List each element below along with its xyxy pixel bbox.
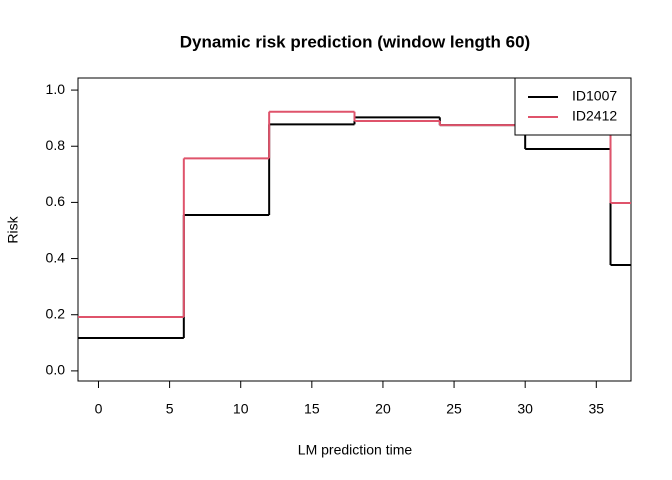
x-tick-label: 5 [166, 401, 174, 417]
y-tick-label: 0.6 [46, 193, 66, 209]
legend-box [514, 77, 632, 136]
x-tick-label: 15 [304, 401, 320, 417]
x-tick-label: 20 [375, 401, 391, 417]
x-tick-label: 35 [589, 401, 605, 417]
x-tick-label: 25 [446, 401, 462, 417]
y-tick-label: 0.2 [46, 305, 66, 321]
y-tick-label: 0.8 [46, 137, 66, 153]
chart-title: Dynamic risk prediction (window length 6… [180, 32, 530, 51]
x-tick-label: 10 [233, 401, 249, 417]
y-tick-label: 0.0 [46, 362, 66, 378]
y-tick-label: 0.4 [46, 249, 66, 265]
legend-label: ID1007 [572, 88, 617, 104]
y-axis-label: Risk [5, 215, 21, 243]
legend-label: ID2412 [572, 108, 617, 124]
x-tick-label: 30 [517, 401, 533, 417]
x-axis-label: LM prediction time [298, 442, 413, 458]
x-tick-label: 0 [95, 401, 103, 417]
y-tick-label: 1.0 [46, 81, 66, 97]
